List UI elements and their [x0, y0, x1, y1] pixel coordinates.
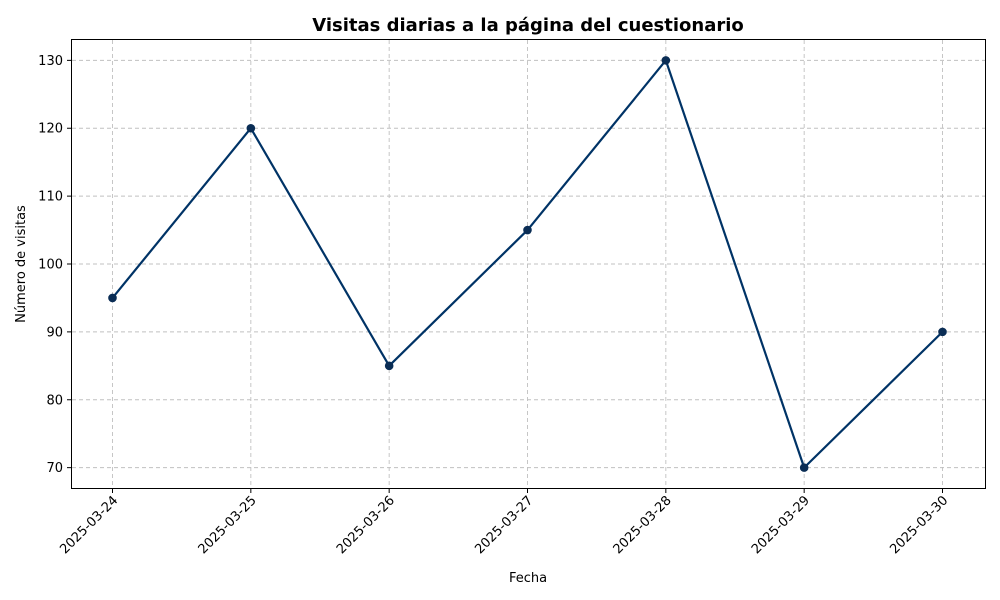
y-axis: 70 80 90 100 110 120 130 [38, 54, 72, 476]
series [108, 56, 947, 472]
data-point [799, 463, 809, 472]
y-tick-label: 110 [38, 190, 63, 205]
data-point [938, 327, 947, 337]
data-point [246, 123, 256, 133]
x-tick-label: 2025-03-24 [57, 493, 121, 557]
y-tick-label: 120 [38, 122, 63, 137]
y-tick-label: 70 [46, 461, 63, 476]
x-tick-label: 2025-03-26 [334, 493, 398, 557]
x-tick-label: 2025-03-30 [887, 493, 951, 557]
y-axis-label: Número de visitas [14, 205, 29, 323]
data-point [523, 225, 532, 235]
grid [72, 40, 985, 488]
x-axis-label: Fecha [509, 571, 547, 586]
x-tick-label: 2025-03-29 [749, 493, 813, 557]
y-tick-label: 130 [38, 54, 63, 69]
x-tick-label: 2025-03-25 [196, 493, 260, 557]
data-point [108, 293, 117, 303]
y-tick-label: 100 [38, 258, 63, 273]
x-tick-label: 2025-03-27 [472, 493, 536, 557]
data-point [661, 56, 671, 65]
x-tick-label: 2025-03-28 [611, 493, 675, 557]
x-axis: 2025-03-24 2025-03-25 2025-03-26 2025-03-27… [57, 488, 951, 557]
y-tick-label: 90 [46, 325, 63, 340]
y-tick-label: 80 [46, 393, 63, 408]
data-point [384, 361, 394, 371]
chart-title: Visitas diarias a la página del cuestion… [312, 15, 744, 36]
